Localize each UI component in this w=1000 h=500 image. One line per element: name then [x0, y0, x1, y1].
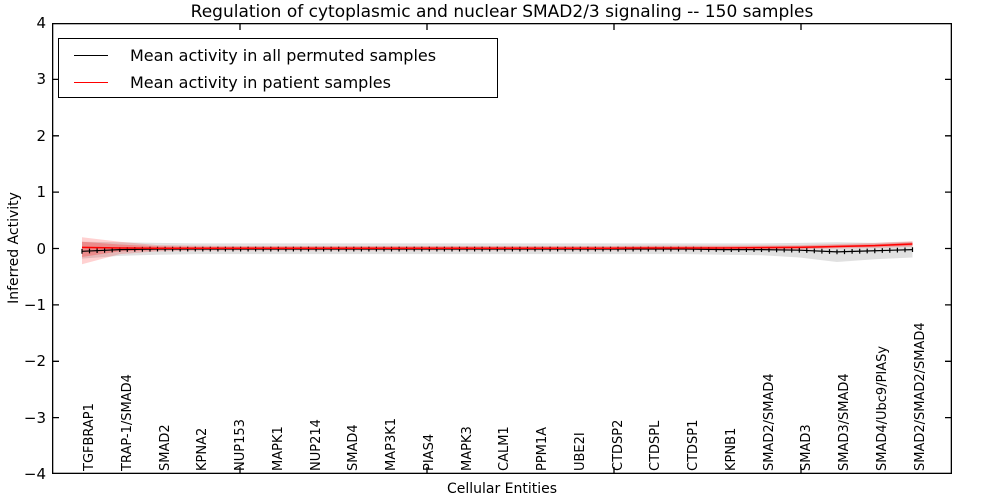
x-tick-label: KPNB1 — [723, 427, 739, 471]
x-tick-label: PPM1A — [535, 426, 550, 471]
x-tick-label: PIAS4 — [421, 433, 437, 471]
x-tick-label: SMAD3/SMAD4 — [837, 373, 852, 471]
axis-tick-marks — [52, 23, 952, 474]
x-axis-label: Cellular Entities — [446, 481, 558, 497]
x-tick-label: NUP153 — [233, 419, 248, 471]
y-tick-label: −3 — [23, 408, 46, 427]
x-tick-label: MAP3K1 — [384, 417, 399, 471]
legend: Mean activity in all permuted samples Me… — [58, 38, 498, 98]
x-tick-label: CALM1 — [497, 426, 513, 471]
y-tick-label: 4 — [36, 14, 46, 32]
x-tick-label: NUP214 — [308, 419, 324, 471]
x-tick-label: CTDSP2 — [610, 419, 626, 471]
y-tick-label: 0 — [36, 239, 46, 258]
x-tick-label: MAPK1 — [270, 426, 286, 471]
axes-frame — [52, 23, 952, 474]
x-tick-label: SMAD2 — [157, 424, 173, 471]
x-tick-label: TRAP-1/SMAD4 — [119, 374, 135, 471]
x-tick-label: SMAD4/Ubc9/PIASy — [874, 345, 890, 471]
legend-item-permuted: Mean activity in all permuted samples — [59, 42, 497, 69]
x-tick-label: MAPK3 — [459, 426, 475, 471]
permuted-point-markers — [81, 246, 914, 255]
x-tick-label: SMAD4 — [346, 424, 362, 471]
patient-mean-line — [81, 243, 913, 249]
x-tick-label: SMAD3 — [799, 424, 815, 471]
legend-line-swatch-permuted — [74, 55, 108, 56]
y-tick-label: 2 — [36, 126, 46, 145]
y-tick-label: −2 — [23, 352, 46, 371]
plot-area — [52, 23, 952, 474]
x-tick-label: KPNA2 — [195, 427, 211, 471]
x-tick-label: CTDSPL — [648, 420, 664, 471]
legend-line-swatch-patient — [74, 82, 108, 83]
y-tick-label: 1 — [36, 183, 46, 202]
y-tick-label: −1 — [23, 295, 46, 314]
legend-item-patient: Mean activity in patient samples — [59, 69, 497, 96]
x-tick-label: SMAD2/SMAD2/SMAD4 — [912, 322, 928, 471]
legend-label-patient: Mean activity in patient samples — [130, 73, 391, 92]
y-tick-label: −4 — [23, 465, 46, 483]
x-tick-label: UBE2I — [572, 432, 588, 471]
permuted-confidence-band — [82, 241, 913, 263]
y-tick-label: 3 — [36, 70, 46, 89]
x-tick-label: SMAD2/SMAD4 — [761, 373, 777, 471]
x-tick-label: TGFBRAP1 — [82, 403, 97, 471]
chart-title: Regulation of cytoplasmic and nuclear SM… — [190, 2, 814, 22]
x-tick-label: CTDSP1 — [686, 419, 701, 471]
chart-plot-svg — [52, 23, 952, 474]
legend-label-permuted: Mean activity in all permuted samples — [130, 46, 437, 65]
